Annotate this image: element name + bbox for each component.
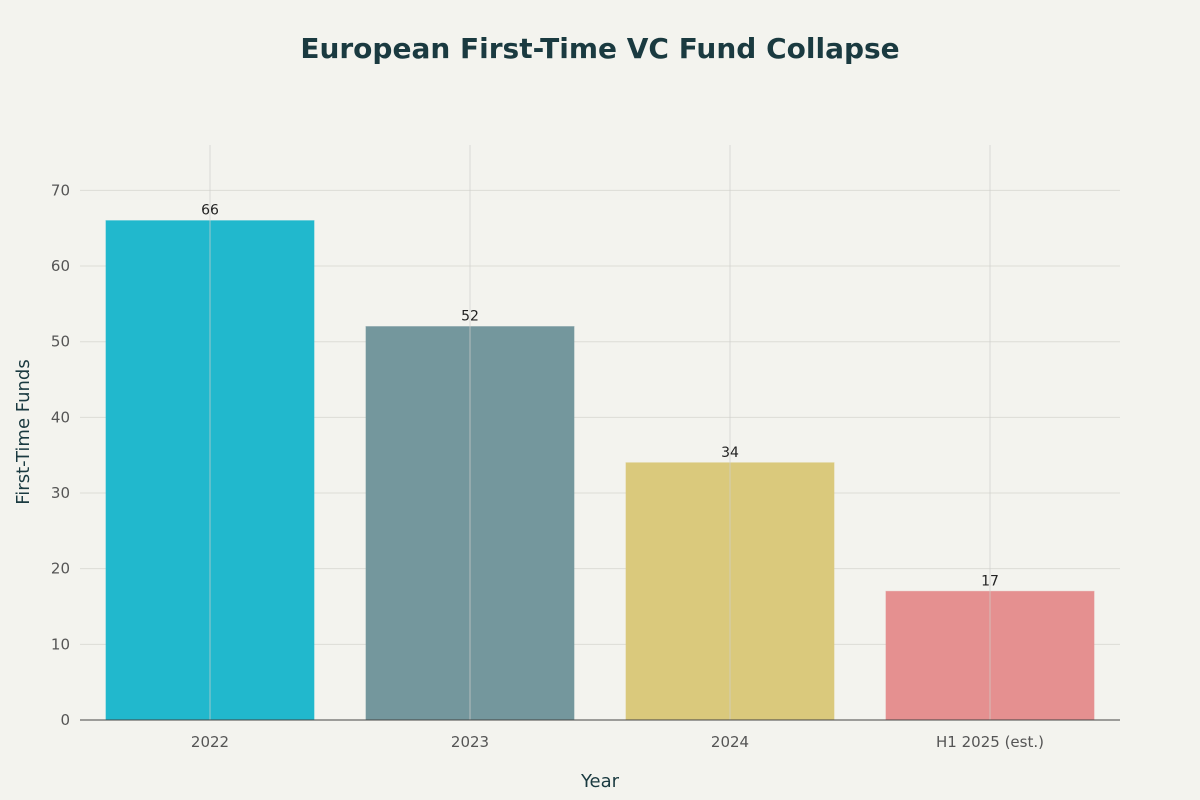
y-tick-label: 40: [51, 408, 70, 426]
data-labels-layer: 66 52 34 17: [201, 203, 999, 590]
bar-value-label: 66: [201, 203, 219, 219]
x-tick-label: 2022: [191, 733, 229, 751]
bar-value-label: 34: [721, 445, 739, 461]
x-tick-label: 2024: [711, 733, 749, 751]
y-tick-label: 10: [51, 635, 70, 653]
y-tick-label: 70: [51, 181, 70, 199]
y-tick-label: 50: [51, 333, 70, 351]
y-tick-label: 30: [51, 484, 70, 502]
tick-labels-layer: 0 10 20 30 40 50 60 70 2022 2023 2024 H1 2025 (est.…: [51, 181, 1044, 751]
x-axis-title: Year: [580, 771, 620, 792]
y-tick-label: 0: [60, 711, 70, 729]
x-tick-label: 2023: [451, 733, 489, 751]
y-tick-label: 60: [51, 257, 70, 275]
bar-value-label: 52: [461, 309, 479, 325]
bar-value-label: 17: [981, 573, 999, 589]
vertical-grid-layer: [209, 145, 991, 720]
chart-title: European First-Time VC Fund Collapse: [300, 32, 899, 65]
x-tick-label: H1 2025 (est.): [936, 733, 1044, 751]
bars-layer: [105, 220, 1095, 721]
y-tick-label: 20: [51, 560, 70, 578]
y-axis-title: First-Time Funds: [13, 359, 34, 505]
